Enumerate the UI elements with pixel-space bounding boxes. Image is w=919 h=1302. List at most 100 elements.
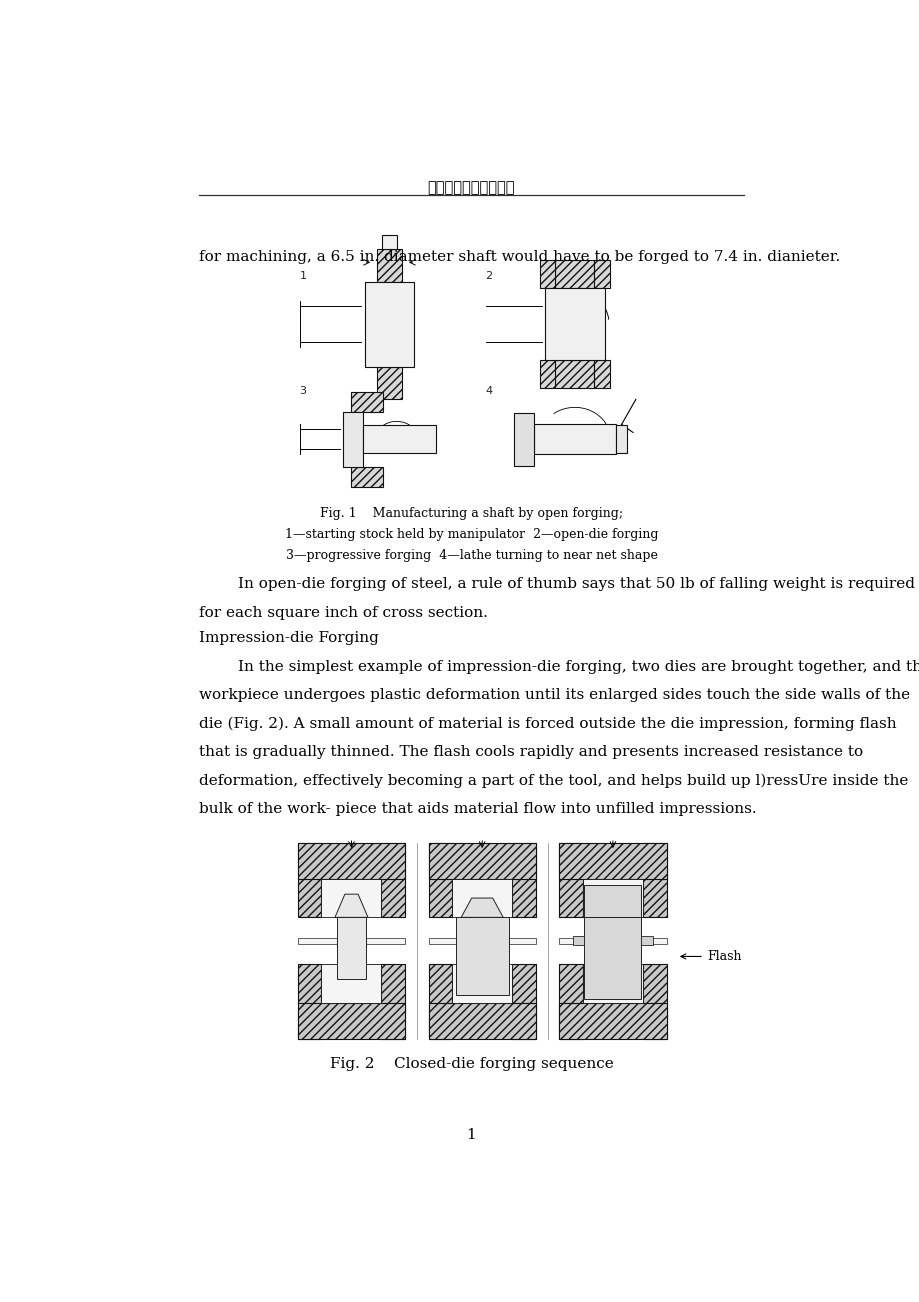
Bar <box>642 844 665 918</box>
Bar <box>364 281 414 367</box>
Text: that is gradually thinned. The flash cools rapidly and presents increased resist: that is gradually thinned. The flash coo… <box>199 745 862 759</box>
Text: 3—progressive forging  4—lathe turning to near net shape: 3—progressive forging 4—lathe turning to… <box>285 549 657 562</box>
Bar <box>428 844 452 918</box>
Text: 1—starting stock held by manipulator  2—open-die forging: 1—starting stock held by manipulator 2—o… <box>285 529 657 542</box>
Bar <box>594 260 609 288</box>
Bar <box>381 965 404 1039</box>
Bar <box>559 844 665 879</box>
Bar <box>514 414 533 466</box>
Bar <box>428 937 535 944</box>
Bar <box>298 844 404 879</box>
Bar <box>428 844 452 918</box>
Text: bulk of the work- piece that aids material flow into unfilled impressions.: bulk of the work- piece that aids materi… <box>199 802 756 816</box>
Polygon shape <box>335 894 368 918</box>
Bar <box>594 260 609 288</box>
Text: 3: 3 <box>300 385 306 396</box>
Bar <box>583 965 642 1003</box>
Bar <box>381 965 404 1039</box>
Bar <box>512 965 535 1039</box>
Bar <box>594 361 609 388</box>
Text: 沈阳理工大学学位论文: 沈阳理工大学学位论文 <box>427 180 515 195</box>
Bar <box>428 844 535 879</box>
Bar <box>381 844 404 918</box>
Bar <box>555 361 594 388</box>
Bar <box>351 467 382 487</box>
Bar <box>376 367 402 398</box>
Text: Impression-die Forging: Impression-die Forging <box>199 631 379 644</box>
Bar <box>594 361 609 388</box>
Bar <box>376 367 402 398</box>
Bar <box>559 1003 665 1039</box>
Polygon shape <box>460 898 503 918</box>
Bar <box>455 918 508 995</box>
Bar <box>573 936 584 945</box>
Bar <box>583 879 642 918</box>
Bar <box>559 844 665 879</box>
Bar <box>298 965 321 1039</box>
Bar <box>298 937 404 944</box>
Bar <box>559 965 583 1039</box>
Text: 1: 1 <box>466 1128 476 1142</box>
Bar <box>351 392 382 411</box>
Bar <box>428 965 452 1039</box>
Bar <box>539 260 555 288</box>
Bar <box>539 361 555 388</box>
Bar <box>512 965 535 1039</box>
Bar <box>376 250 402 281</box>
Bar <box>642 844 665 918</box>
Bar <box>382 236 396 250</box>
Bar <box>559 937 665 944</box>
Bar <box>452 965 512 1003</box>
Text: workpiece undergoes plastic deformation until its enlarged sides touch the side : workpiece undergoes plastic deformation … <box>199 689 909 702</box>
Bar <box>428 844 535 879</box>
Bar <box>544 288 605 361</box>
Text: Fig. 2    Closed-die forging sequence: Fig. 2 Closed-die forging sequence <box>329 1057 613 1070</box>
Bar <box>298 965 321 1039</box>
Bar <box>642 965 665 1039</box>
Bar <box>584 884 641 918</box>
Text: 4: 4 <box>484 385 492 396</box>
Bar <box>512 844 535 918</box>
Bar <box>584 918 641 999</box>
Bar <box>351 392 382 411</box>
Bar <box>555 260 594 288</box>
Bar <box>321 879 381 918</box>
Bar <box>298 844 321 918</box>
Bar <box>559 844 583 918</box>
Text: for machining, a 6.5 in. diameter shaft would have to be forged to 7.4 in. diani: for machining, a 6.5 in. diameter shaft … <box>199 250 839 264</box>
Bar <box>321 965 381 1003</box>
Bar <box>298 1003 404 1039</box>
Text: die (Fig. 2). A small amount of material is forced outside the die impression, f: die (Fig. 2). A small amount of material… <box>199 716 896 732</box>
Bar <box>363 426 436 453</box>
Text: In open-die forging of steel, a rule of thumb says that 50 lb of falling weight : In open-die forging of steel, a rule of … <box>199 577 914 591</box>
Bar <box>641 936 652 945</box>
Bar <box>615 426 626 453</box>
Bar <box>555 361 594 388</box>
Bar <box>298 1003 404 1039</box>
Text: Flash: Flash <box>680 950 741 963</box>
Bar <box>428 1003 535 1039</box>
Bar <box>559 965 583 1039</box>
Bar <box>428 1003 535 1039</box>
Bar <box>298 844 321 918</box>
Bar <box>351 467 382 487</box>
Bar <box>539 361 555 388</box>
Bar <box>559 844 583 918</box>
Bar <box>381 844 404 918</box>
Text: 1: 1 <box>300 271 306 280</box>
Bar <box>642 965 665 1039</box>
Bar <box>555 260 594 288</box>
Bar <box>539 260 555 288</box>
Bar <box>298 844 404 879</box>
Text: Fig. 1    Manufacturing a shaft by open forging;: Fig. 1 Manufacturing a shaft by open for… <box>320 508 622 519</box>
Bar <box>343 411 363 467</box>
Text: deformation, effectively becoming a part of the tool, and helps build up l)ressU: deformation, effectively becoming a part… <box>199 773 908 788</box>
Text: 2: 2 <box>484 271 492 280</box>
Bar <box>512 844 535 918</box>
Bar <box>452 879 512 918</box>
Text: for each square inch of cross section.: for each square inch of cross section. <box>199 605 487 620</box>
Bar <box>559 1003 665 1039</box>
Bar <box>533 424 615 454</box>
Text: In the simplest example of impression-die forging, two dies are brought together: In the simplest example of impression-di… <box>199 660 919 673</box>
Bar <box>428 965 452 1039</box>
